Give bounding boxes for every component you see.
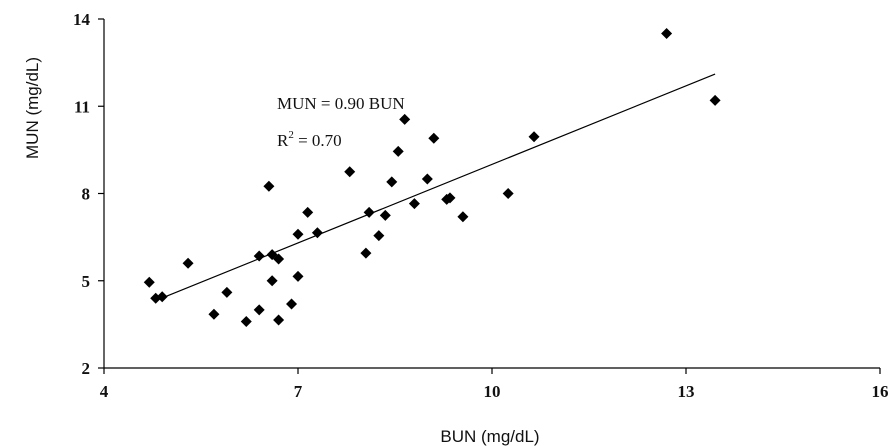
data-point bbox=[266, 249, 278, 261]
y-tick-label: 11 bbox=[74, 97, 90, 116]
y-tick-label: 8 bbox=[82, 185, 91, 204]
r2-prefix: R bbox=[277, 131, 289, 150]
data-point bbox=[156, 291, 168, 303]
data-point bbox=[273, 314, 285, 326]
data-point bbox=[528, 131, 540, 143]
data-point bbox=[292, 228, 304, 240]
data-point bbox=[240, 315, 252, 327]
data-point bbox=[182, 257, 194, 269]
data-point bbox=[292, 270, 304, 282]
y-axis-title: MUN (mg/dL) bbox=[23, 57, 42, 159]
x-tick-label: 16 bbox=[872, 382, 889, 401]
data-point bbox=[399, 113, 411, 125]
data-point bbox=[408, 198, 420, 210]
data-point bbox=[502, 188, 514, 199]
data-point bbox=[392, 145, 404, 157]
data-point bbox=[208, 308, 220, 320]
x-tick-label: 13 bbox=[678, 382, 695, 401]
x-tick-label: 10 bbox=[484, 382, 501, 401]
data-point bbox=[286, 298, 298, 310]
x-tick-label: 7 bbox=[294, 382, 303, 401]
axes bbox=[103, 19, 880, 369]
data-point bbox=[373, 230, 385, 242]
regression-equation: MUN = 0.90 BUN bbox=[277, 94, 405, 113]
data-points bbox=[143, 28, 721, 327]
r-squared-annotation: R2 = 0.70 bbox=[277, 129, 342, 150]
data-point bbox=[221, 286, 233, 298]
r2-value: = 0.70 bbox=[294, 131, 342, 150]
x-ticks: 4 7 10 13 16 bbox=[100, 368, 889, 401]
x-tick-label: 4 bbox=[100, 382, 109, 401]
data-point bbox=[266, 275, 278, 287]
data-point bbox=[273, 253, 285, 265]
data-point bbox=[311, 227, 323, 239]
data-point bbox=[344, 166, 356, 178]
data-point bbox=[302, 206, 314, 218]
data-point bbox=[360, 247, 372, 259]
data-point bbox=[457, 211, 469, 223]
data-point bbox=[253, 250, 265, 262]
data-point bbox=[661, 28, 673, 40]
data-point bbox=[263, 180, 275, 192]
r2-superscript: 2 bbox=[288, 129, 294, 141]
y-ticks: 2 5 8 11 14 bbox=[73, 10, 104, 378]
data-point bbox=[143, 276, 155, 288]
x-axis-title: BUN (mg/dL) bbox=[440, 427, 539, 446]
data-point bbox=[428, 132, 440, 144]
data-point bbox=[379, 209, 391, 221]
data-point bbox=[421, 173, 433, 185]
y-tick-label: 5 bbox=[82, 272, 91, 291]
trendline bbox=[155, 73, 716, 302]
data-point bbox=[386, 176, 398, 188]
data-point bbox=[444, 192, 456, 204]
data-point bbox=[363, 206, 375, 218]
y-tick-label: 2 bbox=[82, 359, 91, 378]
y-tick-label: 14 bbox=[73, 10, 91, 29]
data-point bbox=[253, 304, 265, 316]
data-point bbox=[709, 94, 721, 106]
